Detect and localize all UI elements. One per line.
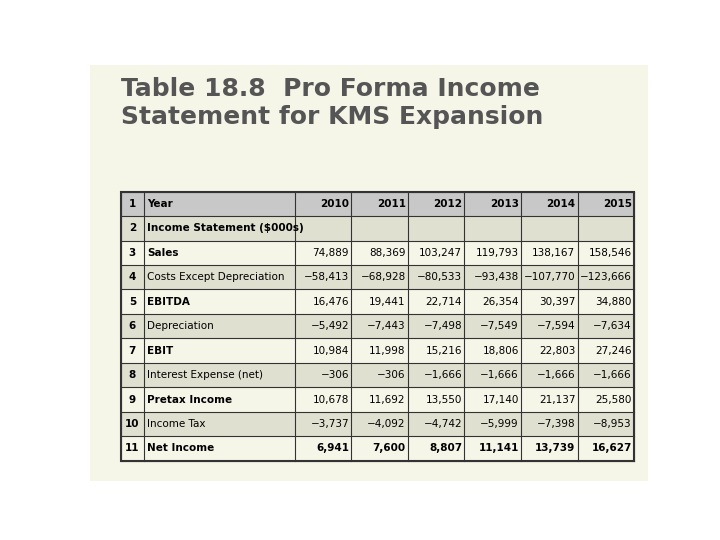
Text: −5,999: −5,999 bbox=[480, 419, 518, 429]
Text: 10,984: 10,984 bbox=[312, 346, 349, 355]
Text: −8,953: −8,953 bbox=[593, 419, 632, 429]
Bar bbox=[121, 192, 634, 461]
Text: Income Tax: Income Tax bbox=[148, 419, 206, 429]
Text: −93,438: −93,438 bbox=[474, 272, 518, 282]
Text: 19,441: 19,441 bbox=[369, 296, 405, 307]
Text: Net Income: Net Income bbox=[148, 443, 215, 454]
Text: Table 18.8  Pro Forma Income
Statement for KMS Expansion: Table 18.8 Pro Forma Income Statement fo… bbox=[121, 77, 543, 129]
Bar bbox=[121, 289, 634, 314]
Text: 103,247: 103,247 bbox=[419, 248, 462, 258]
Text: 2013: 2013 bbox=[490, 199, 518, 209]
Text: 13,739: 13,739 bbox=[535, 443, 575, 454]
Text: 6: 6 bbox=[129, 321, 136, 331]
Text: 25,580: 25,580 bbox=[595, 395, 632, 404]
Text: 1: 1 bbox=[129, 199, 136, 209]
Text: 138,167: 138,167 bbox=[532, 248, 575, 258]
Text: −7,549: −7,549 bbox=[480, 321, 518, 331]
Bar bbox=[121, 387, 634, 411]
Text: 11,141: 11,141 bbox=[478, 443, 518, 454]
Text: 10: 10 bbox=[125, 419, 140, 429]
Text: −58,413: −58,413 bbox=[304, 272, 349, 282]
Text: 158,546: 158,546 bbox=[589, 248, 632, 258]
Text: 119,793: 119,793 bbox=[476, 248, 518, 258]
Text: 6,941: 6,941 bbox=[316, 443, 349, 454]
Text: 88,369: 88,369 bbox=[369, 248, 405, 258]
Text: 11,692: 11,692 bbox=[369, 395, 405, 404]
Text: −107,770: −107,770 bbox=[523, 272, 575, 282]
Text: 3: 3 bbox=[129, 248, 136, 258]
Text: 4: 4 bbox=[129, 272, 136, 282]
Text: 8,807: 8,807 bbox=[429, 443, 462, 454]
Text: 22,803: 22,803 bbox=[539, 346, 575, 355]
Text: 7,600: 7,600 bbox=[372, 443, 405, 454]
Text: 11: 11 bbox=[125, 443, 140, 454]
Bar bbox=[121, 411, 634, 436]
Text: 2015: 2015 bbox=[603, 199, 632, 209]
Text: −7,398: −7,398 bbox=[536, 419, 575, 429]
Text: −7,634: −7,634 bbox=[593, 321, 632, 331]
Text: −1,666: −1,666 bbox=[423, 370, 462, 380]
FancyBboxPatch shape bbox=[84, 60, 654, 485]
Text: EBIT: EBIT bbox=[148, 346, 174, 355]
Text: 9: 9 bbox=[129, 395, 136, 404]
Text: −3,737: −3,737 bbox=[310, 419, 349, 429]
Text: −5,492: −5,492 bbox=[310, 321, 349, 331]
Text: Income Statement ($000s): Income Statement ($000s) bbox=[148, 224, 305, 233]
Text: −4,092: −4,092 bbox=[367, 419, 405, 429]
Text: 26,354: 26,354 bbox=[482, 296, 518, 307]
Text: 13,550: 13,550 bbox=[426, 395, 462, 404]
Text: 10,678: 10,678 bbox=[312, 395, 349, 404]
Text: 7: 7 bbox=[129, 346, 136, 355]
Bar bbox=[121, 363, 634, 387]
Bar bbox=[121, 240, 634, 265]
Text: Interest Expense (net): Interest Expense (net) bbox=[148, 370, 264, 380]
Text: Costs Except Depreciation: Costs Except Depreciation bbox=[148, 272, 285, 282]
Text: Sales: Sales bbox=[148, 248, 179, 258]
Text: −4,742: −4,742 bbox=[423, 419, 462, 429]
Text: 16,476: 16,476 bbox=[312, 296, 349, 307]
Text: 30,397: 30,397 bbox=[539, 296, 575, 307]
Bar bbox=[121, 436, 634, 461]
Text: 22,714: 22,714 bbox=[426, 296, 462, 307]
Text: −306: −306 bbox=[320, 370, 349, 380]
Text: 15,216: 15,216 bbox=[426, 346, 462, 355]
Text: 5: 5 bbox=[129, 296, 136, 307]
Text: −7,594: −7,594 bbox=[536, 321, 575, 331]
Text: 2011: 2011 bbox=[377, 199, 405, 209]
Text: 2: 2 bbox=[129, 224, 136, 233]
Text: −68,928: −68,928 bbox=[361, 272, 405, 282]
Bar bbox=[121, 216, 634, 240]
Text: 21,137: 21,137 bbox=[539, 395, 575, 404]
Text: −1,666: −1,666 bbox=[593, 370, 632, 380]
Text: −7,443: −7,443 bbox=[367, 321, 405, 331]
Text: 2014: 2014 bbox=[546, 199, 575, 209]
Text: 11,998: 11,998 bbox=[369, 346, 405, 355]
Text: −7,498: −7,498 bbox=[423, 321, 462, 331]
Text: −306: −306 bbox=[377, 370, 405, 380]
Text: EBITDA: EBITDA bbox=[148, 296, 190, 307]
Text: Year: Year bbox=[148, 199, 174, 209]
Bar bbox=[121, 339, 634, 363]
Bar bbox=[121, 192, 634, 216]
Text: −123,666: −123,666 bbox=[580, 272, 632, 282]
Text: −1,666: −1,666 bbox=[480, 370, 518, 380]
Text: 2010: 2010 bbox=[320, 199, 349, 209]
Text: 34,880: 34,880 bbox=[595, 296, 632, 307]
Text: 8: 8 bbox=[129, 370, 136, 380]
Text: 16,627: 16,627 bbox=[591, 443, 632, 454]
Text: 17,140: 17,140 bbox=[482, 395, 518, 404]
Bar bbox=[121, 265, 634, 289]
Text: −80,533: −80,533 bbox=[417, 272, 462, 282]
Text: Depreciation: Depreciation bbox=[148, 321, 215, 331]
Text: Pretax Income: Pretax Income bbox=[148, 395, 233, 404]
Text: 74,889: 74,889 bbox=[312, 248, 349, 258]
Text: −1,666: −1,666 bbox=[536, 370, 575, 380]
Bar bbox=[121, 314, 634, 339]
Text: 18,806: 18,806 bbox=[482, 346, 518, 355]
Text: 27,246: 27,246 bbox=[595, 346, 632, 355]
Text: 2012: 2012 bbox=[433, 199, 462, 209]
